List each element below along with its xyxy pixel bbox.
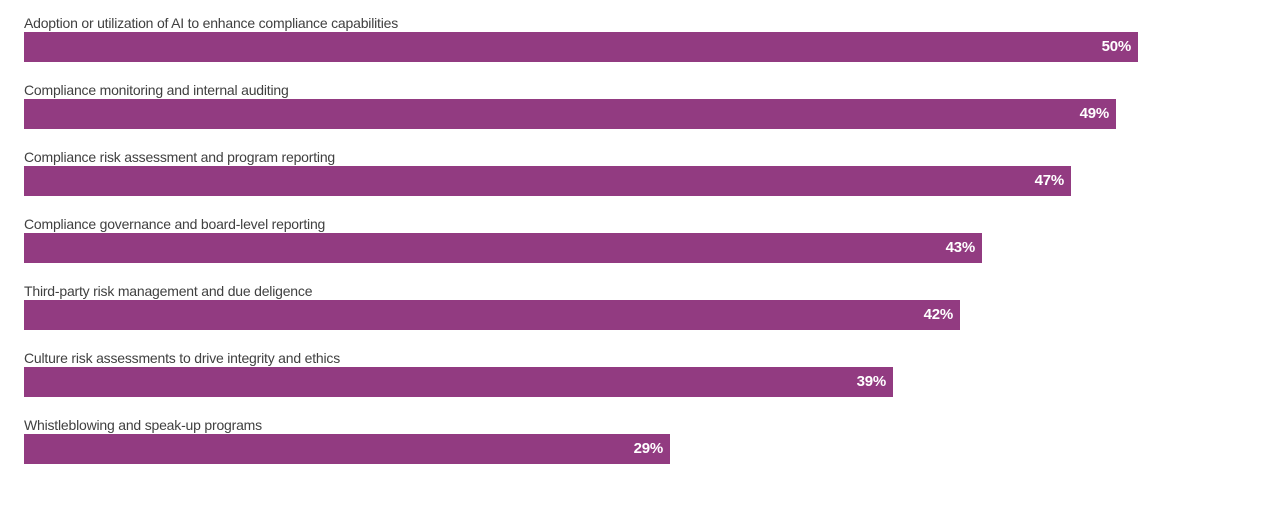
bar-value-label: 43%	[945, 239, 976, 256]
bar-value-label: 49%	[1079, 105, 1110, 122]
bar-row: Culture risk assessments to drive integr…	[24, 349, 1258, 397]
bar-row: Compliance governance and board-level re…	[24, 215, 1258, 263]
bar-value-label: 47%	[1034, 172, 1065, 189]
bar: 50%	[24, 32, 1138, 62]
bar: 29%	[24, 434, 670, 464]
bar: 42%	[24, 300, 960, 330]
bar-label: Compliance risk assessment and program r…	[24, 149, 335, 165]
bar-value-label: 39%	[856, 373, 887, 390]
bar-label: Compliance monitoring and internal audit…	[24, 82, 289, 98]
bar: 43%	[24, 233, 982, 263]
bar-row: Third-party risk management and due deli…	[24, 282, 1258, 330]
bar-value-label: 42%	[923, 306, 954, 323]
bar-row: Adoption or utilization of AI to enhance…	[24, 14, 1258, 62]
bar-label: Compliance governance and board-level re…	[24, 216, 326, 232]
bar-row: Whistleblowing and speak-up programs 29%	[24, 416, 1258, 464]
bar: 39%	[24, 367, 893, 397]
bar-label: Adoption or utilization of AI to enhance…	[24, 15, 398, 31]
bar-label: Culture risk assessments to drive integr…	[24, 350, 340, 366]
bar: 47%	[24, 166, 1071, 196]
bar-label: Whistleblowing and speak-up programs	[24, 417, 262, 433]
bar-value-label: 50%	[1101, 38, 1132, 55]
bar-row: Compliance monitoring and internal audit…	[24, 81, 1258, 129]
bar-row: Compliance risk assessment and program r…	[24, 148, 1258, 196]
bar: 49%	[24, 99, 1116, 129]
bar-value-label: 29%	[633, 440, 664, 457]
bar-label: Third-party risk management and due deli…	[24, 283, 313, 299]
